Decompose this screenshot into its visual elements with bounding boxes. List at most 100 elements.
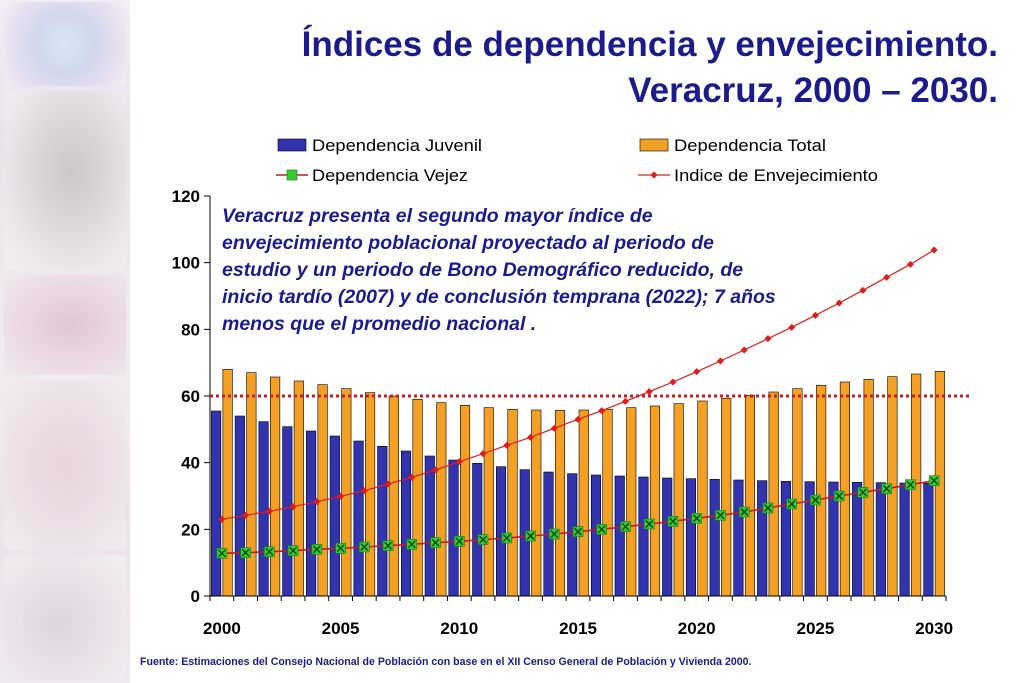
bar-dependencia-total — [412, 399, 423, 597]
bar-dependencia-total — [554, 410, 566, 597]
point-indice-envejecimiento — [527, 433, 535, 441]
point-dependencia-vejez — [572, 526, 584, 537]
point-dependencia-vejez — [548, 528, 560, 540]
bar-dependencia-juvenil — [757, 480, 768, 597]
y-tick-label: 80 — [181, 320, 200, 339]
bar-dependencia-total — [673, 403, 684, 597]
point-dependencia-vejez — [881, 483, 892, 494]
point-dependencia-vejez — [359, 541, 370, 553]
point-indice-envejecimiento — [835, 299, 843, 307]
point-indice-envejecimiento — [598, 407, 606, 415]
legend-marker-vejez — [286, 169, 298, 181]
bar-dependencia-juvenil — [211, 410, 222, 597]
bar-dependencia-juvenil — [306, 430, 317, 597]
bar-dependencia-total — [816, 385, 827, 597]
bar-dependencia-total — [839, 381, 850, 597]
point-indice-envejecimiento — [930, 246, 938, 254]
point-dependencia-vejez — [453, 536, 465, 547]
bar-dependencia-juvenil — [780, 481, 791, 597]
point-indice-envejecimiento — [503, 441, 511, 449]
bar-dependencia-total — [507, 409, 518, 597]
bar-dependencia-juvenil — [852, 482, 863, 597]
point-dependencia-vejez — [264, 546, 275, 557]
bar-dependencia-total — [626, 407, 637, 597]
decorative-photo-strip — [0, 0, 130, 683]
point-indice-envejecimiento — [432, 466, 440, 474]
x-tick-label: 2015 — [559, 619, 597, 638]
photo-elderly-with-flowers — [4, 275, 126, 375]
bar-dependencia-juvenil — [401, 450, 412, 597]
point-indice-envejecimiento — [764, 335, 772, 343]
point-dependencia-vejez — [501, 532, 513, 544]
point-indice-envejecimiento — [716, 357, 724, 365]
bar-dependencia-total — [293, 380, 304, 597]
point-indice-envejecimiento — [313, 498, 321, 506]
annotation-text: Veracruz presenta el segundo mayor índic… — [222, 205, 776, 335]
point-dependencia-vejez — [715, 510, 726, 521]
bar-dependencia-juvenil — [234, 415, 245, 597]
page-title: Índices de dependencia y envejecimiento.… — [138, 22, 998, 114]
x-tick-label: 2030 — [915, 619, 953, 638]
point-indice-envejecimiento — [289, 503, 297, 511]
point-indice-envejecimiento — [574, 415, 582, 423]
point-indice-envejecimiento — [265, 507, 273, 515]
point-dependencia-vejez — [477, 534, 489, 545]
bar-dependencia-total — [649, 405, 661, 597]
bar-dependencia-total — [459, 405, 471, 597]
point-indice-envejecimiento — [337, 492, 345, 500]
bar-dependencia-juvenil — [662, 477, 673, 597]
bar-dependencia-total — [792, 388, 803, 597]
point-indice-envejecimiento — [859, 286, 867, 294]
bar-dependencia-juvenil — [495, 466, 507, 597]
photo-elderly-couple — [4, 380, 126, 550]
bar-dependencia-juvenil — [282, 426, 293, 597]
bar-dependencia-juvenil — [424, 455, 435, 597]
y-tick-label: 120 — [172, 187, 200, 206]
point-indice-envejecimiento — [242, 511, 250, 519]
legend-marker-envejecimiento — [650, 171, 658, 179]
point-indice-envejecimiento — [360, 487, 368, 495]
x-tick-label: 2005 — [322, 619, 360, 638]
point-indice-envejecimiento — [693, 368, 701, 376]
point-dependencia-vejez — [382, 540, 394, 551]
point-dependencia-vejez — [525, 530, 536, 542]
bar-dependencia-juvenil — [329, 435, 340, 597]
bar-dependencia-total — [578, 409, 589, 597]
point-dependencia-vejez — [430, 537, 441, 548]
bar-dependencia-total — [602, 409, 613, 597]
point-dependencia-vejez — [833, 490, 845, 502]
bar-dependencia-total — [317, 384, 328, 597]
bar-dependencia-total — [365, 392, 376, 597]
photo-elderly-hands — [4, 555, 126, 680]
bar-dependencia-total — [341, 388, 352, 597]
point-indice-envejecimiento — [218, 515, 226, 523]
point-dependencia-vejez — [620, 521, 631, 532]
point-dependencia-vejez — [335, 543, 346, 554]
bar-dependencia-total — [697, 400, 708, 597]
title-line-2: Veracruz, 2000 – 2030. — [628, 71, 998, 110]
y-tick-label: 100 — [172, 254, 200, 273]
line-dependencia-vejez — [221, 479, 935, 555]
point-dependencia-vejez — [928, 475, 940, 486]
bar-dependencia-juvenil — [685, 478, 697, 597]
point-dependencia-vejez — [596, 524, 608, 535]
point-dependencia-vejez — [738, 506, 750, 518]
point-indice-envejecimiento — [906, 260, 914, 268]
point-indice-envejecimiento — [455, 458, 463, 466]
bar-dependencia-total — [388, 395, 399, 597]
y-tick-label: 60 — [181, 387, 200, 406]
point-indice-envejecimiento — [740, 346, 748, 354]
point-indice-envejecimiento — [883, 273, 891, 281]
x-tick-label: 2025 — [797, 619, 835, 638]
bar-dependencia-total — [270, 376, 281, 597]
bar-dependencia-juvenil — [353, 440, 364, 597]
y-tick-label: 20 — [181, 520, 200, 539]
point-dependencia-vejez — [786, 498, 797, 510]
point-dependencia-vejez — [406, 539, 418, 550]
point-indice-envejecimiento — [645, 388, 653, 396]
legend-label: Dependencia Total — [674, 136, 826, 155]
photo-elderly-man — [4, 90, 126, 270]
point-dependencia-vejez — [643, 518, 655, 530]
x-tick-label: 2010 — [440, 619, 478, 638]
dependency-chart: 0 20 40 60 80 100 120 2000 2005 2010 2015 2020 2025 2… — [172, 136, 970, 638]
